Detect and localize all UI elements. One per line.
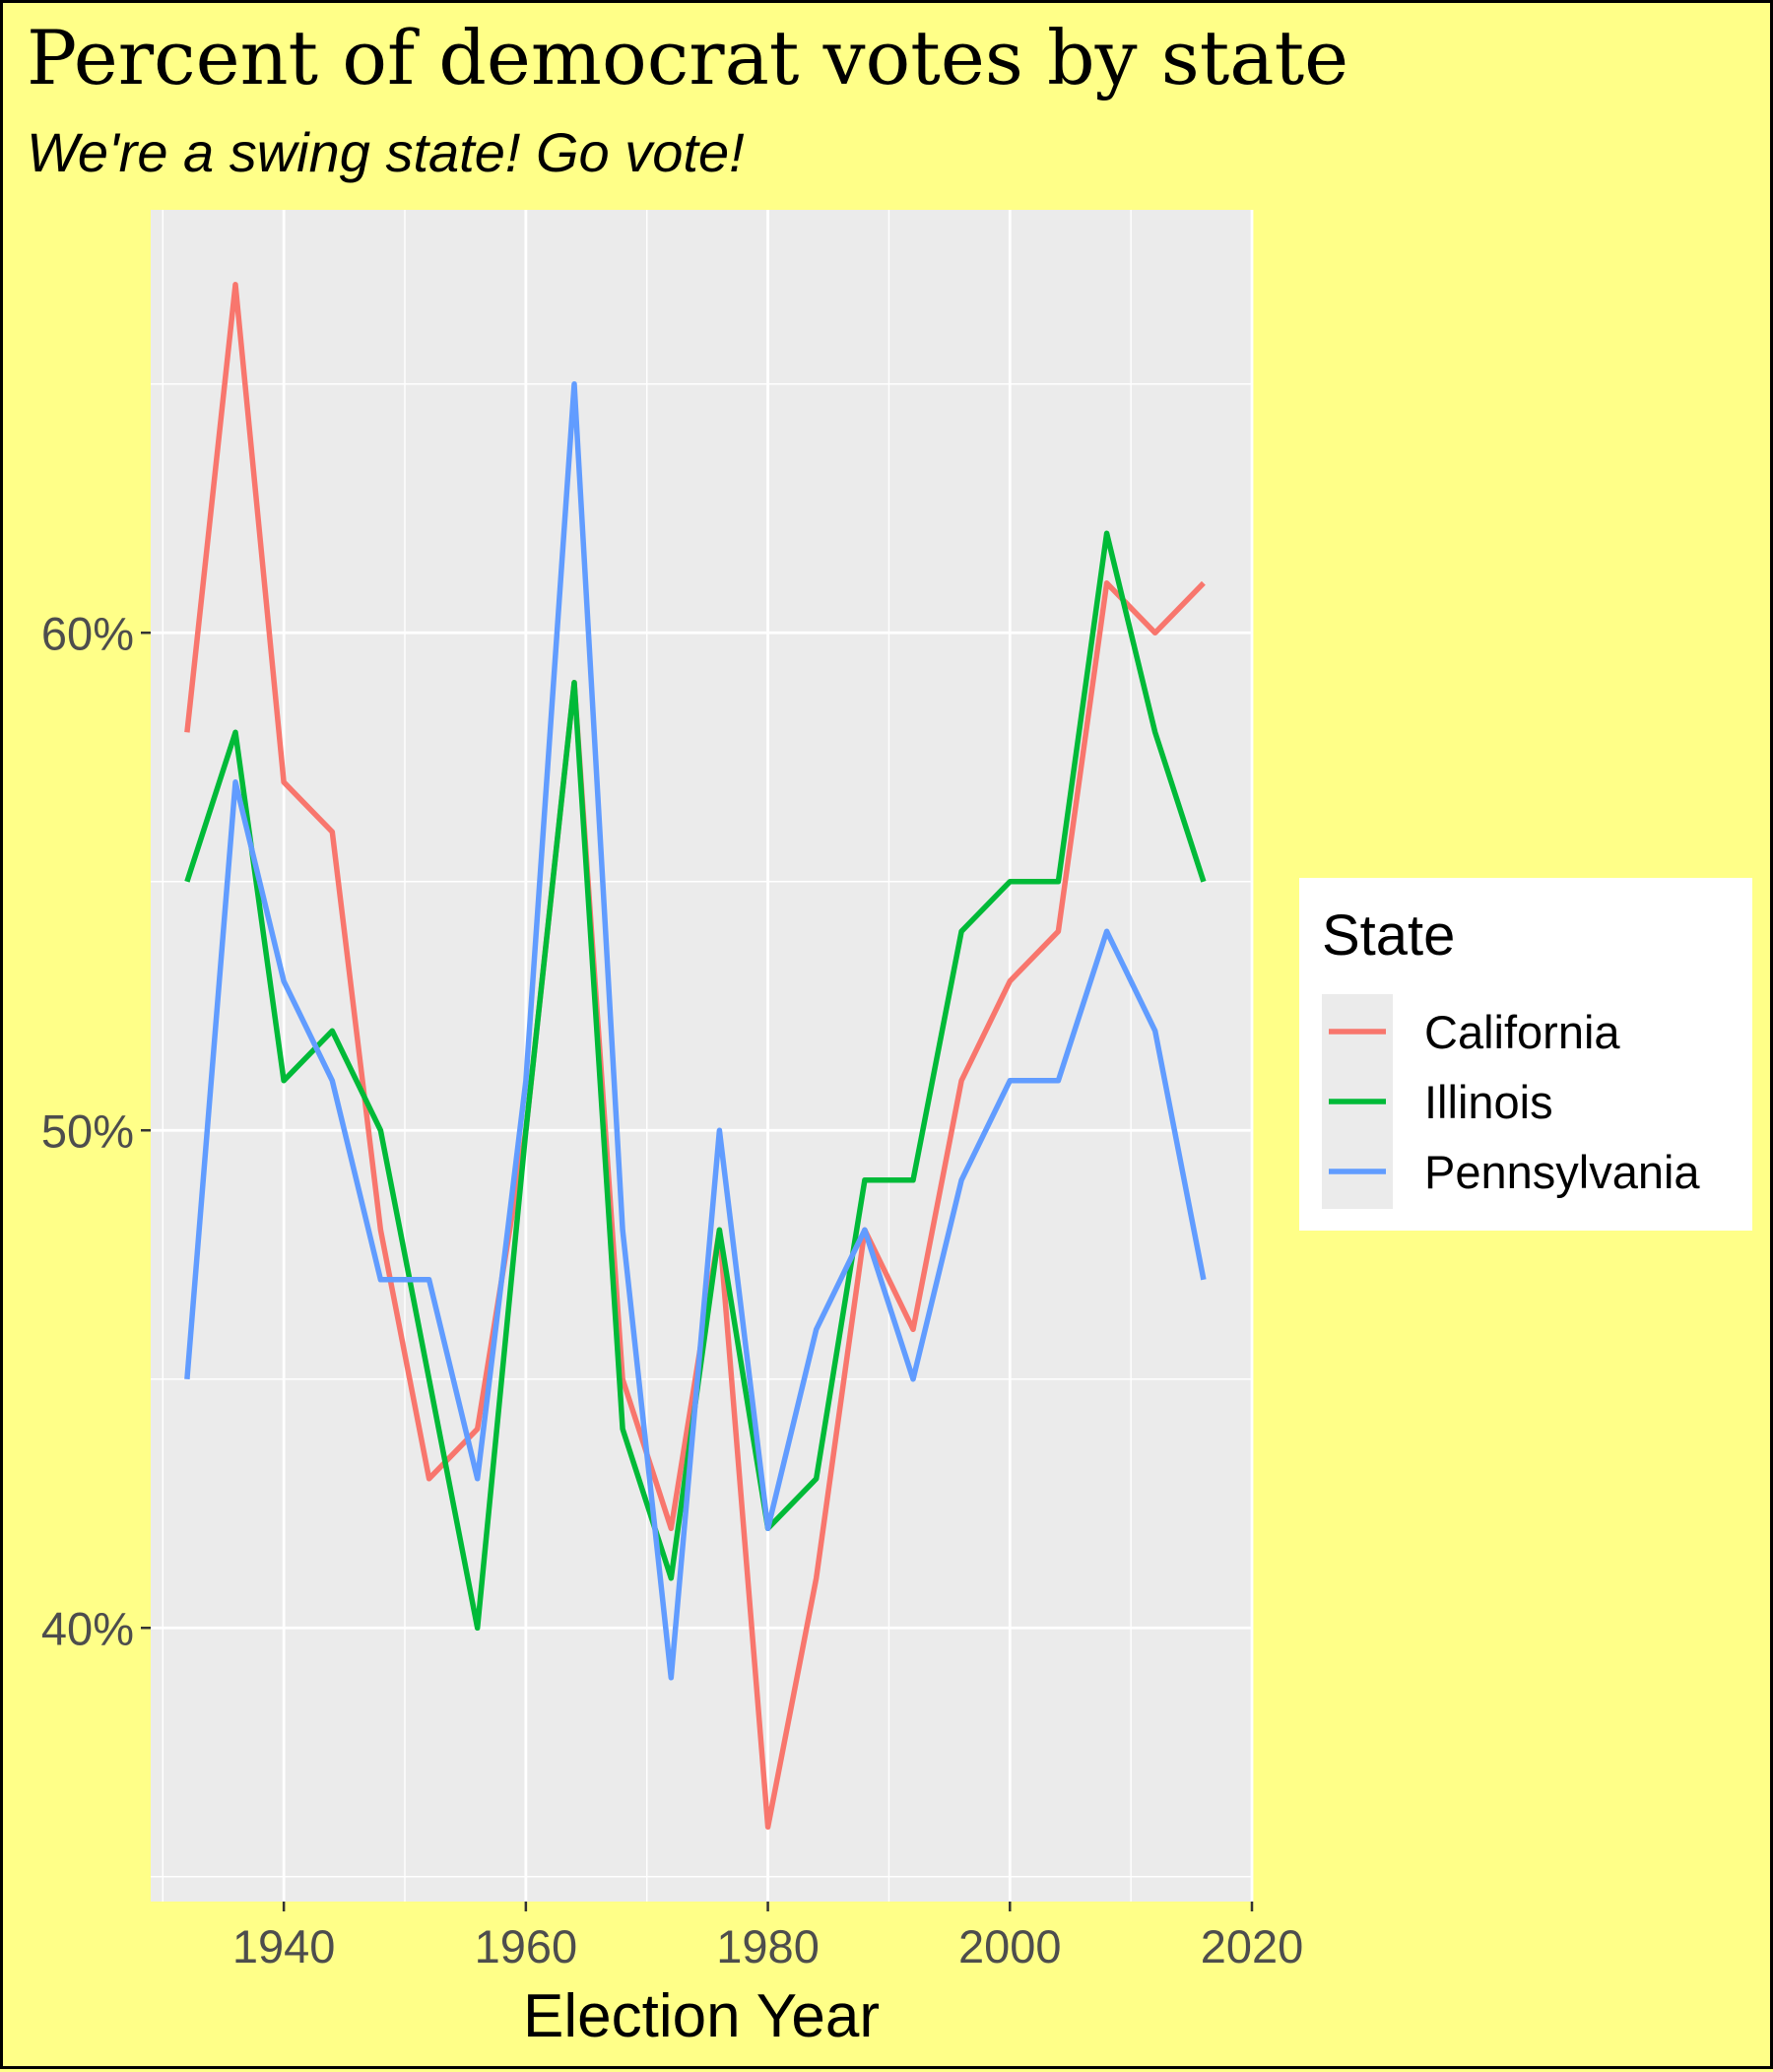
- legend: State California Illinois Pennsylvania: [1299, 878, 1752, 1231]
- series-lines: [184, 282, 1207, 1831]
- x-tick-label: 2020: [1201, 1920, 1304, 1972]
- x-tick-label: 1980: [716, 1920, 820, 1972]
- x-axis-title: Election Year: [523, 1982, 880, 2050]
- x-tick-label: 1940: [232, 1920, 336, 1972]
- x-axis: 1940 1960 1980 2000 2020: [232, 1902, 1303, 1972]
- plot-panel: [151, 210, 1252, 1902]
- y-axis: 40% 50% 60%: [41, 607, 151, 1654]
- chart-subtitle: We're a swing state! Go vote!: [27, 121, 745, 183]
- legend-label-california: California: [1424, 1006, 1620, 1058]
- chart-svg: Percent of democrat votes by state We're…: [27, 14, 1752, 2050]
- x-tick-label: 1960: [475, 1920, 578, 1972]
- legend-label-pennsylvania: Pennsylvania: [1424, 1146, 1700, 1198]
- y-tick-label: 40%: [41, 1602, 134, 1654]
- y-tick-label: 50%: [41, 1104, 134, 1157]
- minor-gridlines: [151, 210, 1252, 1902]
- series-line-pennsylvania: [184, 381, 1207, 1681]
- x-tick-label: 2000: [958, 1920, 1062, 1972]
- legend-title: State: [1322, 903, 1455, 968]
- legend-label-illinois: Illinois: [1424, 1076, 1553, 1128]
- chart-title: Percent of democrat votes by state: [27, 14, 1348, 101]
- y-tick-label: 60%: [41, 607, 134, 659]
- major-gridlines: [151, 210, 1254, 1902]
